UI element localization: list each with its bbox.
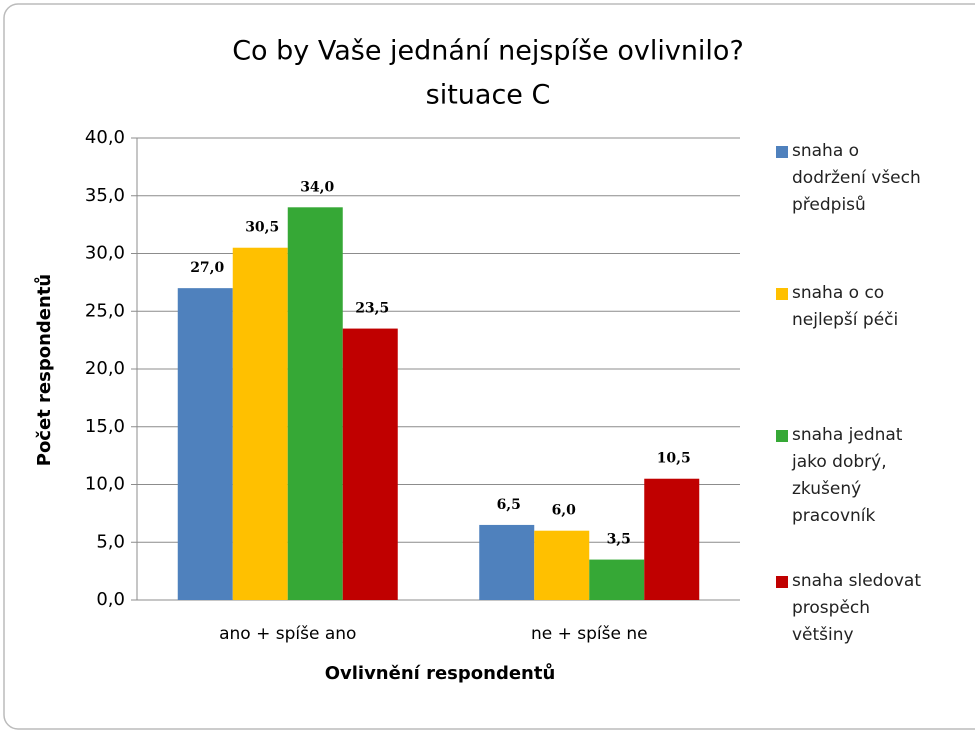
bar	[589, 559, 645, 600]
chart-title: Co by Vaše jednání nejspíše ovlivnilo?	[232, 36, 744, 67]
y-tick-label: 35,0	[85, 185, 125, 206]
bar	[342, 328, 398, 600]
bar	[287, 207, 343, 601]
data-label: 10,5	[657, 451, 691, 467]
legend-swatch	[776, 430, 788, 442]
data-label: 6,0	[552, 503, 577, 519]
bar	[232, 247, 288, 600]
bar	[644, 478, 700, 600]
data-label: 30,5	[245, 220, 279, 236]
data-label: 23,5	[355, 301, 389, 317]
y-tick-label: 25,0	[85, 300, 125, 321]
data-label: 6,5	[497, 497, 521, 513]
legend-label: snaha jednat jako dobrý, zkušený pracovn…	[792, 425, 903, 526]
x-axis-title: Ovlivnění respondentů	[325, 662, 556, 684]
legend-label: snaha o dodržení všech předpisů	[792, 141, 921, 215]
y-tick-label: 30,0	[85, 243, 125, 264]
bar	[479, 524, 535, 600]
bar	[534, 530, 590, 600]
y-tick-label: 15,0	[85, 416, 125, 437]
y-tick-label: 20,0	[85, 358, 125, 379]
y-tick-label: 0,0	[96, 589, 125, 610]
y-tick-label: 40,0	[85, 127, 125, 148]
y-tick-label: 5,0	[96, 531, 125, 552]
y-tick-label: 10,0	[85, 474, 125, 495]
x-tick-label: ne + spíše ne	[531, 624, 648, 644]
legend-label: snaha sledovat prospěch většiny	[792, 571, 922, 645]
data-label: 27,0	[190, 260, 224, 276]
y-axis-title: Počet respondentů	[33, 274, 55, 467]
legend-swatch	[776, 576, 788, 588]
legend-swatch	[776, 288, 788, 300]
x-tick-label: ano + spíše ano	[219, 624, 356, 644]
chart-subtitle: situace C	[426, 80, 551, 111]
legend-label: snaha o co nejlepší péči	[792, 283, 899, 330]
legend-swatch	[776, 146, 788, 158]
data-label: 34,0	[300, 179, 334, 195]
data-label: 3,5	[607, 532, 631, 548]
bar	[177, 288, 233, 600]
